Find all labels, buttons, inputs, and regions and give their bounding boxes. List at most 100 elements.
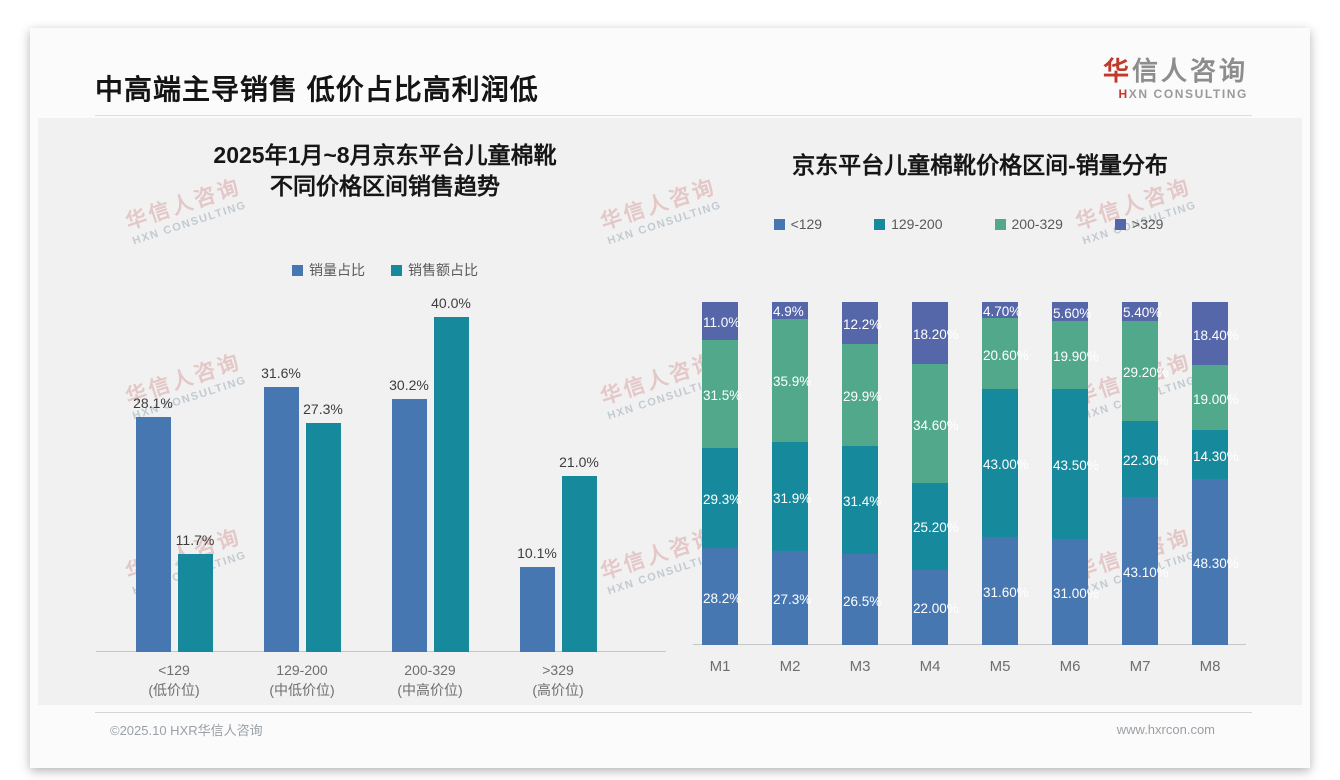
bar-value-label: 10.1%: [517, 545, 557, 562]
left-chart-plot: 28.1% 11.7% 31.6% 27.3% 30.2% 40.0% 10.1% 21.0%: [96, 295, 666, 652]
x-category-label: M8: [1199, 658, 1221, 675]
stack-segment: [1192, 479, 1228, 645]
stack-segment: [842, 343, 878, 447]
stack-segment: [772, 441, 808, 552]
bar-value-label: 31.6%: [261, 365, 301, 382]
stack-segment: [702, 447, 738, 549]
legend-swatch-icon: [1114, 218, 1126, 230]
stack-segment: [912, 364, 948, 484]
stack-segment: [1052, 538, 1088, 645]
stack-segment: [982, 536, 1018, 645]
segment-value-label: 5.40%: [1123, 305, 1162, 321]
page-title: 中高端主导销售 低价占比高利润低: [95, 74, 539, 105]
x-category-label: M7: [1129, 658, 1151, 675]
legend-label: >329: [1131, 216, 1164, 232]
stack-segment: [842, 446, 878, 555]
stack-segment: [912, 302, 948, 365]
legend-swatch-icon: [391, 264, 402, 276]
legend-item: 200-329: [994, 216, 1063, 232]
x-category-label: >329 (高价位): [532, 660, 583, 700]
bar: [433, 317, 469, 652]
segment-value-label: 19.90%: [1053, 349, 1099, 365]
left-chart-legend: 销量占比 销售额占比: [105, 260, 665, 280]
stack-segment: [772, 302, 808, 319]
logo-cn-rest: 信人咨询: [1131, 56, 1248, 86]
segment-value-label: 31.9%: [773, 490, 812, 506]
stack-segment: [1122, 302, 1158, 321]
legend-item: >329: [1114, 216, 1164, 232]
segment-value-label: 28.2%: [703, 590, 742, 606]
stack-segment: [1122, 420, 1158, 498]
segment-value-label: 22.00%: [913, 601, 959, 617]
legend-swatch-icon: [292, 264, 303, 276]
stack-segment: [982, 302, 1018, 319]
legend-swatch-icon: [773, 218, 785, 230]
right-chart-axis-line: [693, 644, 1246, 645]
bar: [305, 423, 341, 652]
right-chart-plot: 28.2% 29.3% 31.5% 11.0% 27.3% 31.9% 35.9% 4.9% 2…: [693, 302, 1246, 645]
segment-value-label: 12.2%: [843, 316, 882, 332]
stack-segment: [912, 483, 948, 570]
legend-item: 销量占比: [292, 260, 365, 280]
segment-value-label: 20.60%: [983, 347, 1029, 363]
footer-divider: [95, 712, 1252, 713]
bar: [135, 416, 171, 652]
right-chart-title: 京东平台儿童棉靴价格区间-销量分布: [792, 152, 1168, 178]
right-chart-legend: <129 129-200 200-329 >329: [697, 216, 1240, 232]
legend-label: 200-329: [1011, 216, 1063, 232]
segment-value-label: 29.20%: [1123, 364, 1169, 380]
logo-en-text: HXN CONSULTING: [1103, 86, 1248, 102]
stack-segment: [1122, 497, 1158, 645]
legend-swatch-icon: [874, 218, 886, 230]
legend-swatch-icon: [994, 218, 1006, 230]
segment-value-label: 18.40%: [1193, 327, 1239, 343]
stack-segment: [702, 302, 738, 340]
bar-value-label: 40.0%: [431, 295, 471, 311]
legend-item: <129: [773, 216, 823, 232]
x-category-tier: (中低价位): [269, 682, 335, 698]
footer-copyright: ©2025.10 HXR华信人咨询: [110, 723, 263, 738]
segment-value-label: 14.30%: [1193, 448, 1239, 464]
stack-segment: [982, 318, 1018, 390]
bar: [263, 387, 299, 652]
segment-value-label: 29.3%: [703, 492, 742, 508]
logo-en-accent: H: [1118, 87, 1129, 101]
stack-segment: [912, 569, 948, 645]
x-category-tier: (低价位): [148, 682, 200, 698]
stack-segment: [1192, 302, 1228, 366]
stack-segment: [1052, 389, 1088, 539]
x-category-label: 129-200 (中低价位): [269, 660, 334, 700]
x-category-tier: (高价位): [532, 682, 584, 698]
footer-website: www.hxrcon.com: [1116, 722, 1215, 737]
logo-en-rest: XN CONSULTING: [1128, 87, 1248, 101]
left-chart-title: 2025年1月~8月京东平台儿童棉靴 不同价格区间销售趋势: [105, 140, 665, 202]
legend-label: <129: [790, 216, 823, 232]
bar: [391, 399, 427, 652]
stack-segment: [1052, 302, 1088, 322]
segment-value-label: 34.60%: [913, 417, 959, 433]
legend-label: 销售额占比: [408, 262, 478, 278]
x-category-label: M1: [709, 658, 731, 675]
bar-value-label: 11.7%: [175, 532, 215, 549]
left-chart-title-line1: 2025年1月~8月京东平台儿童棉靴: [213, 142, 557, 168]
segment-value-label: 4.9%: [773, 304, 804, 320]
stack-segment: [772, 551, 808, 645]
bar: [177, 554, 213, 652]
x-category-label: M3: [849, 658, 871, 675]
stack-segment: [702, 339, 738, 448]
legend-label: 销量占比: [309, 262, 365, 278]
segment-value-label: 4.70%: [983, 304, 1022, 320]
bar-value-label: 21.0%: [559, 454, 599, 471]
segment-value-label: 22.30%: [1123, 452, 1169, 468]
segment-value-label: 26.5%: [843, 593, 882, 609]
segment-value-label: 31.4%: [843, 494, 882, 510]
segment-value-label: 29.9%: [843, 389, 882, 405]
header-divider: [95, 115, 1252, 116]
x-category-range: >329: [542, 662, 574, 678]
stack-segment: [842, 554, 878, 645]
x-category-label: <129 (低价位): [148, 660, 199, 700]
x-category-label: M5: [989, 658, 1011, 675]
segment-value-label: 35.9%: [773, 374, 812, 390]
x-category-label: M4: [919, 658, 941, 675]
stack-segment: [1192, 430, 1228, 480]
